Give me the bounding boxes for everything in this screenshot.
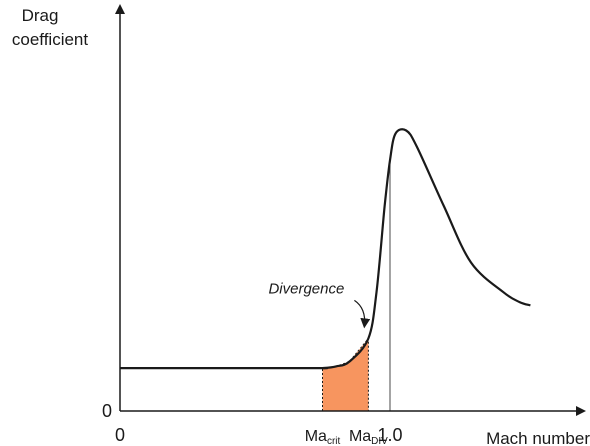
y-axis-title-line-2: coefficient (12, 30, 89, 49)
x-tick-label-0: 0 (115, 425, 125, 445)
x-tick-label-1: Macrit (305, 428, 341, 446)
drag-curve (119, 128, 531, 370)
y-tick-label-0: 0 (102, 401, 112, 421)
x-axis-title: Mach number (486, 429, 590, 446)
y-axis-title-line-1: Drag (22, 6, 59, 25)
divergence-annotation-arrow (354, 299, 371, 329)
divergence-annotation: Divergence (268, 280, 344, 297)
x-tick-label-3: 1.0 (377, 425, 402, 445)
x-tick-label-2: MaDIV (349, 428, 388, 446)
